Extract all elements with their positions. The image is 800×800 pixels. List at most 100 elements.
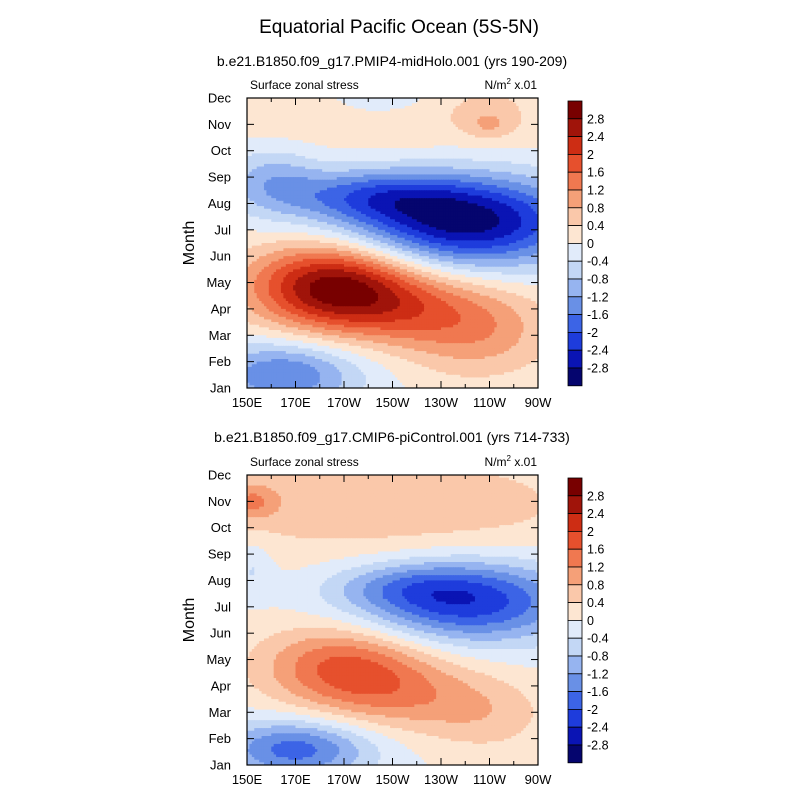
- contour-cell: [390, 100, 394, 104]
- contour-cell: [496, 108, 500, 112]
- contour-cell: [416, 111, 420, 115]
- contour-cell: [487, 105, 491, 110]
- contour-cell: [360, 103, 364, 107]
- contour-cell: [397, 116, 401, 120]
- units-sup: 2: [507, 77, 512, 86]
- contour-cell: [513, 103, 517, 107]
- contour-cell: [436, 116, 440, 120]
- contour-cell: [511, 116, 515, 120]
- contour-cell: [482, 103, 486, 107]
- contour-cell: [300, 113, 304, 118]
- contour-cell: [416, 113, 420, 118]
- contour-cell: [424, 98, 428, 102]
- contour-cell: [467, 111, 471, 115]
- contour-cell: [525, 98, 529, 102]
- contour-cell: [387, 98, 391, 102]
- contour-cell: [533, 98, 537, 102]
- contour-cell: [297, 105, 301, 110]
- contour-cell: [426, 98, 430, 102]
- contour-cell: [385, 111, 389, 115]
- contour-cell: [283, 103, 287, 107]
- contour-cell: [263, 111, 267, 115]
- contour-cell: [407, 116, 411, 120]
- contour-cell: [302, 108, 306, 112]
- contour-cell: [392, 113, 396, 118]
- contour-cell: [312, 113, 316, 118]
- contour-cell: [356, 111, 360, 115]
- contour-cell: [419, 108, 423, 112]
- contour-cell: [385, 100, 389, 104]
- contour-cell: [518, 98, 522, 102]
- contour-cell: [268, 113, 272, 118]
- contour-cell: [365, 105, 369, 110]
- contour-cell: [441, 111, 445, 115]
- contour-cell: [295, 98, 299, 102]
- contour-cell: [438, 108, 442, 112]
- contour-cell: [290, 105, 294, 110]
- contour-cell: [501, 105, 505, 110]
- contour-cell: [358, 100, 362, 104]
- contour-cell: [436, 103, 440, 107]
- contour-cell: [356, 113, 360, 118]
- contour-cell: [399, 103, 403, 107]
- contour-cell: [530, 103, 534, 107]
- contour-cell: [433, 111, 437, 115]
- contour-cell: [339, 116, 343, 120]
- contour-cell: [268, 108, 272, 112]
- contour-cell: [525, 100, 529, 104]
- contour-cell: [533, 113, 537, 118]
- contour-cell: [285, 119, 289, 123]
- contour-cell: [499, 111, 503, 115]
- contour-cell: [487, 113, 491, 118]
- contour-cell: [436, 98, 440, 102]
- contour-cell: [487, 111, 491, 115]
- contour-cell: [261, 103, 265, 107]
- contour-cell: [479, 116, 483, 120]
- contour-cell: [295, 108, 299, 112]
- contour-cell: [399, 116, 403, 120]
- contour-cell: [360, 108, 364, 112]
- contour-cell: [462, 108, 466, 112]
- contour-cell: [348, 113, 352, 118]
- contour-cell: [324, 113, 328, 118]
- contour-cell: [380, 98, 384, 102]
- contour-cell: [387, 105, 391, 110]
- contour-cell: [305, 103, 309, 107]
- contour-cell: [394, 116, 398, 120]
- contour-cell: [377, 113, 381, 118]
- contour-cell: [462, 111, 466, 115]
- contour-cell: [341, 105, 345, 110]
- contour-cell: [431, 116, 435, 120]
- contour-cell: [288, 98, 292, 102]
- contour-cell: [504, 111, 508, 115]
- contour-cell: [443, 116, 447, 120]
- contour-cell: [438, 98, 442, 102]
- contour-cell: [353, 111, 357, 115]
- contour-cell: [528, 100, 532, 104]
- contour-cell: [346, 116, 350, 120]
- contour-cell: [489, 98, 493, 102]
- contour-cell: [438, 116, 442, 120]
- contour-cell: [416, 98, 420, 102]
- contour-cell: [302, 100, 306, 104]
- contour-cell: [411, 113, 415, 118]
- contour-cell: [278, 105, 282, 110]
- contour-cell: [344, 108, 348, 112]
- contour-cell: [499, 113, 503, 118]
- contour-cell: [409, 111, 413, 115]
- contour-cell: [443, 98, 447, 102]
- contour-cell: [501, 116, 505, 120]
- contour-cell: [513, 108, 517, 112]
- contour-cell: [249, 119, 253, 123]
- contour-cell: [300, 119, 304, 123]
- field-label: Surface zonal stress: [250, 78, 359, 92]
- contour-cell: [314, 98, 318, 102]
- contour-cell: [329, 113, 333, 118]
- contour-cell: [470, 105, 474, 110]
- contour-cell: [336, 108, 340, 112]
- contour-cell: [295, 116, 299, 120]
- contour-cell: [402, 100, 406, 104]
- contour-cell: [518, 100, 522, 104]
- contour-cell: [453, 100, 457, 104]
- contour-cell: [278, 98, 282, 102]
